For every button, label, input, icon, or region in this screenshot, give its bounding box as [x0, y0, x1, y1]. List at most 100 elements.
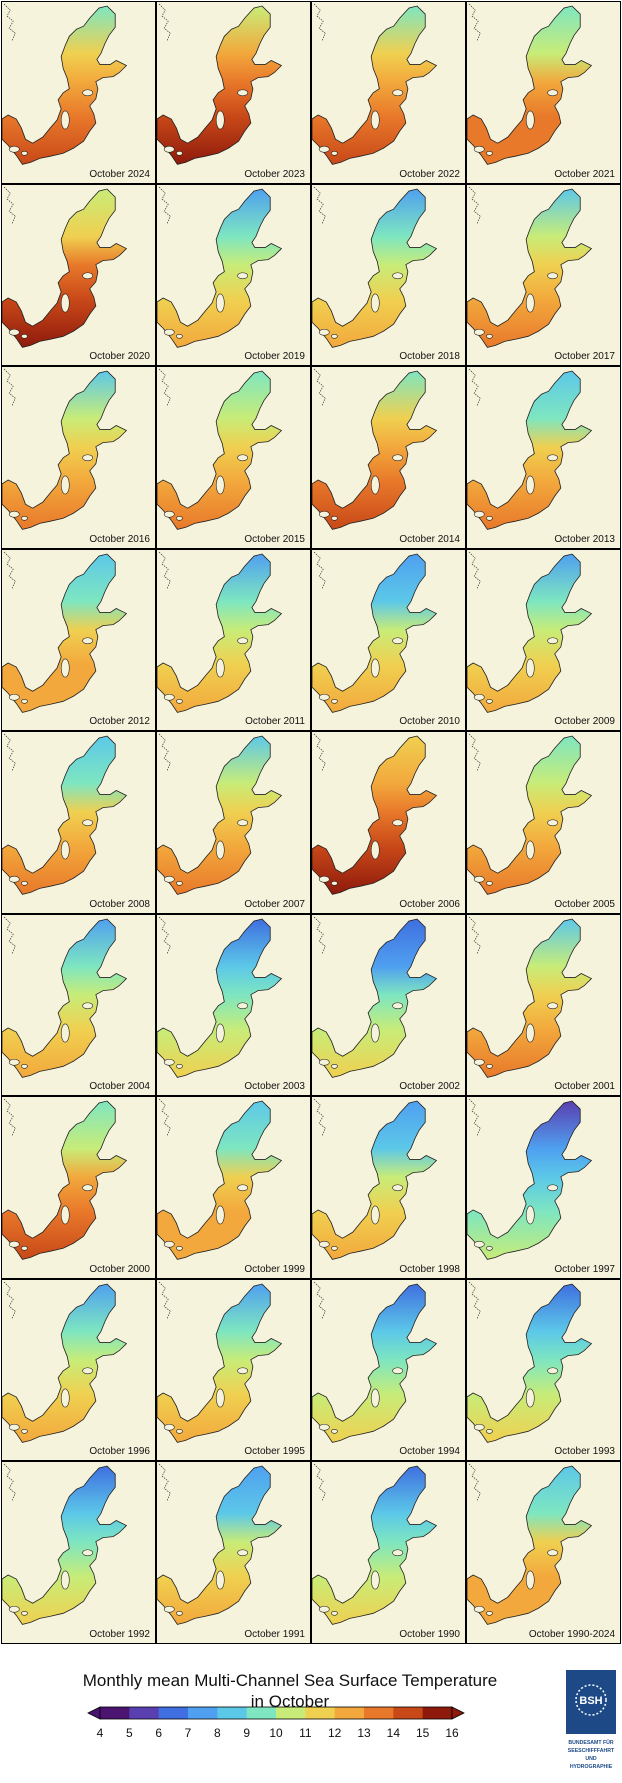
sea-area: [312, 918, 438, 1078]
logo-abbr: BSH: [579, 1695, 602, 1707]
norway-coastline: [468, 368, 481, 406]
sea-area: [2, 1466, 128, 1626]
sst-map-panel: October 1999: [157, 1097, 310, 1278]
legend-footer: Monthly mean Multi-Channel Sea Surface T…: [0, 1648, 622, 1783]
gotland-island: [215, 1388, 225, 1408]
sea-area: [312, 188, 438, 348]
danish-island: [8, 693, 20, 701]
saaremaa-island: [392, 1549, 404, 1557]
baltic-sst-map: [467, 916, 593, 1078]
danish-island: [331, 333, 338, 339]
panel-label: October 2022: [399, 168, 460, 180]
baltic-sst-map: [157, 551, 283, 713]
baltic-sst-map: [157, 368, 283, 530]
panel-label: October 2004: [89, 1081, 150, 1093]
sea-area: [2, 370, 128, 530]
sea-area: [157, 370, 283, 530]
sea-area: [2, 1100, 128, 1261]
baltic-sst-map: [157, 1281, 283, 1443]
sst-map-panel: October 2014: [312, 367, 465, 548]
baltic-sst-map: [312, 186, 438, 348]
colorbar-tick-label: 5: [126, 1726, 133, 1740]
sst-map-panel: October 2018: [312, 184, 465, 366]
saaremaa-island: [237, 272, 249, 279]
panel-label: October 2010: [399, 716, 460, 728]
colorbar-tick-label: 11: [299, 1726, 312, 1740]
danish-island: [176, 333, 183, 339]
saaremaa-island: [547, 1002, 559, 1009]
logo-line-3: UND: [585, 1756, 596, 1762]
danish-island: [163, 693, 175, 701]
baltic-sst-map: [157, 1099, 283, 1261]
baltic-sst-map: [312, 734, 438, 896]
danish-island: [21, 516, 28, 521]
baltic-sst-map: [467, 186, 593, 348]
map-grid: October 2024 October 2023 October 2022 Octo…: [1, 1, 621, 1644]
saaremaa-island: [82, 1549, 94, 1557]
gotland-island: [370, 1388, 380, 1408]
danish-island: [486, 150, 493, 156]
sea-area: [467, 1100, 593, 1261]
panel-label: October 2001: [554, 1081, 615, 1093]
danish-island: [176, 881, 183, 886]
baltic-sst-map: [157, 1464, 283, 1626]
panel-label: October 2005: [554, 898, 615, 910]
sst-map-panel: October 1995: [157, 1279, 310, 1461]
logo-line-1: BUNDESAMT FÜR: [568, 1739, 613, 1746]
saaremaa-island: [392, 637, 404, 644]
logo-line-4: HYDROGRAPHIE: [570, 1764, 613, 1770]
logo-line-2: SEESCHIFFFAHRT: [568, 1748, 615, 1754]
saaremaa-island: [237, 819, 249, 827]
gotland-island: [215, 658, 225, 678]
danish-island: [21, 881, 28, 886]
danish-island: [473, 511, 485, 518]
baltic-sst-map: [312, 1464, 438, 1626]
panel-label: October 2007: [244, 898, 305, 910]
panel-label: October 2023: [244, 168, 305, 180]
danish-island: [473, 1423, 485, 1431]
norway-coastline: [468, 551, 481, 589]
baltic-sst-map: [2, 368, 128, 530]
baltic-sst-map: [312, 368, 438, 530]
norway-coastline: [3, 1281, 16, 1319]
saaremaa-island: [547, 1549, 559, 1557]
sea-area: [467, 735, 593, 896]
sst-map-panel: October 2008: [2, 732, 155, 913]
sea-area: [312, 553, 438, 713]
sst-map-panel: October 2006: [312, 732, 465, 913]
baltic-sst-map: [467, 734, 593, 896]
gotland-island: [370, 1571, 380, 1590]
sea-area: [467, 918, 593, 1078]
gotland-island: [525, 1205, 535, 1225]
sea-area: [157, 1466, 283, 1626]
danish-island: [176, 1246, 183, 1251]
norway-coastline: [3, 3, 16, 41]
norway-coastline: [3, 1464, 16, 1501]
danish-island: [176, 1611, 183, 1617]
saaremaa-island: [82, 1002, 94, 1009]
sst-map-panel: October 1997: [467, 1097, 620, 1278]
norway-coastline: [313, 1099, 326, 1136]
panel-label: October 2021: [554, 168, 615, 180]
panel-label: October 2019: [244, 351, 305, 363]
danish-island: [318, 1606, 330, 1614]
saaremaa-island: [392, 1002, 404, 1009]
norway-coastline: [158, 3, 171, 41]
sea-area: [2, 918, 128, 1078]
danish-island: [486, 333, 493, 339]
gotland-island: [60, 658, 70, 678]
danish-island: [8, 328, 20, 336]
bsh-logo: BSH BUNDESAMT FÜR SEESCHIFFFAHRT UND HYD…: [566, 1670, 616, 1770]
panel-label: October 2020: [89, 351, 150, 363]
norway-coastline: [158, 551, 171, 589]
sst-map-panel: October 2004: [2, 914, 155, 1096]
colorbar-segment: [188, 1707, 218, 1719]
danish-island: [331, 150, 338, 156]
norway-coastline: [3, 368, 16, 406]
saaremaa-island: [82, 1184, 94, 1192]
panel-label: October 2009: [554, 716, 615, 728]
colorbar-segment: [393, 1707, 424, 1719]
gotland-island: [215, 293, 225, 312]
sea-area: [312, 735, 438, 896]
gotland-island: [60, 110, 70, 130]
